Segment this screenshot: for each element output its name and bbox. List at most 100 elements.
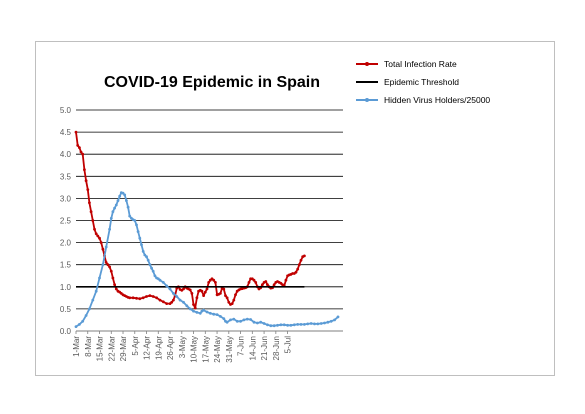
series-0-point xyxy=(294,270,298,274)
x-tick-label: 22-Mar xyxy=(107,336,116,362)
x-tick-label: 26-Apr xyxy=(166,336,175,360)
series-0-point xyxy=(284,278,288,282)
line-chart: COVID-19 Epidemic in Spain 0.0 0.5 1.0 1.5 2.… xyxy=(60,59,491,363)
series-2-point xyxy=(98,276,101,280)
series-0-point xyxy=(296,267,300,271)
series-2-point xyxy=(101,263,105,267)
series-0-point xyxy=(113,283,116,286)
series-0-point xyxy=(207,281,211,284)
series-0-point xyxy=(128,296,132,300)
series-2-point xyxy=(172,292,175,295)
series-0-point xyxy=(252,278,256,282)
series-2-point xyxy=(202,308,206,312)
series-0-point xyxy=(266,283,269,286)
series-0-point xyxy=(272,283,276,286)
series-2-point xyxy=(319,322,323,325)
series-2-point xyxy=(316,322,320,326)
series-2-point xyxy=(185,304,189,308)
series-2-point xyxy=(313,322,316,326)
series-2-point xyxy=(336,315,340,319)
series-0-point xyxy=(172,298,175,302)
series-0-point xyxy=(108,265,111,269)
series-2-point xyxy=(94,289,98,293)
chart-title: COVID-19 Epidemic in Spain xyxy=(104,74,320,91)
series-0-point xyxy=(303,254,306,258)
series-0-point xyxy=(151,295,155,298)
series-2-point xyxy=(272,324,276,328)
chart-frame: COVID-19 Epidemic in Spain 0.0 0.5 1.0 1.5 2.… xyxy=(35,41,555,376)
series-2-point xyxy=(212,312,216,316)
x-tick-label: 7-Jun xyxy=(237,336,246,356)
y-tick-label: 4.0 xyxy=(60,150,72,159)
series-0-point xyxy=(299,258,303,262)
series-0-point xyxy=(96,234,100,238)
series-2-point xyxy=(121,191,125,195)
series-0-point xyxy=(83,168,86,172)
y-tick-label: 1.0 xyxy=(60,283,72,292)
x-tick-label: 8-Mar xyxy=(84,336,93,357)
series-0-point xyxy=(264,280,268,283)
series-0-point xyxy=(190,292,194,295)
series-2-point xyxy=(143,253,147,257)
series-2-point xyxy=(198,311,202,315)
series-2-point xyxy=(306,322,310,326)
x-tick-label: 10-May xyxy=(190,336,199,363)
series-0-point xyxy=(98,236,101,240)
series-2-point xyxy=(104,245,108,249)
series-0-point xyxy=(106,263,110,267)
y-tick-label: 0.0 xyxy=(60,327,72,336)
series-2-point xyxy=(178,298,182,302)
series-2-point xyxy=(229,318,232,322)
series-0-point xyxy=(93,227,96,231)
series-2-point xyxy=(126,205,130,209)
series-2-point xyxy=(249,318,253,321)
series-2-point xyxy=(153,274,157,278)
series-2-point xyxy=(161,281,165,284)
series-0-point xyxy=(99,241,103,245)
series-0-point xyxy=(155,296,158,300)
series-0-point xyxy=(203,290,207,294)
series-2-point xyxy=(276,323,279,327)
series-2-point xyxy=(158,278,162,282)
series-2-point xyxy=(262,322,266,325)
series-0-point xyxy=(182,287,185,291)
series-0-point xyxy=(94,232,98,236)
series-2-point xyxy=(208,311,212,315)
series-0-point xyxy=(81,152,85,156)
series-2-point xyxy=(138,236,142,240)
series-2-point xyxy=(292,323,296,327)
series-0-point xyxy=(234,293,237,297)
x-tick-label: 3-May xyxy=(178,336,187,358)
series-0-point xyxy=(227,300,231,304)
series-2-point xyxy=(81,319,85,323)
series-0-point xyxy=(78,146,81,149)
series-0-point xyxy=(225,296,229,300)
x-tick-label: 19-Apr xyxy=(154,336,163,360)
series-0-point xyxy=(145,295,148,298)
series-0-point xyxy=(138,297,142,301)
series-0-point xyxy=(109,269,113,273)
series-2-point xyxy=(114,203,118,207)
series-0-point xyxy=(88,201,91,205)
series-2-point xyxy=(215,313,219,316)
y-tick-label: 3.0 xyxy=(60,194,72,203)
series-0-point xyxy=(86,188,90,192)
series-2-point xyxy=(136,230,140,234)
series-2-point xyxy=(78,323,81,326)
series-2-point xyxy=(150,266,153,270)
series-0-point xyxy=(131,296,135,300)
x-tick-label: 28-Jun xyxy=(272,336,281,360)
series-2-point xyxy=(256,321,259,325)
series-0-point xyxy=(161,300,165,304)
series-2-point xyxy=(266,323,269,327)
series-2-point xyxy=(123,193,127,197)
series-2-point xyxy=(235,319,239,323)
series-2-point xyxy=(84,314,88,317)
series-2-point xyxy=(116,199,120,203)
series-2-point xyxy=(232,317,236,321)
series-2-point xyxy=(205,310,209,314)
x-tick-label: 14-Jun xyxy=(248,336,257,360)
series-0-point xyxy=(212,278,216,282)
series-2-point xyxy=(91,298,95,302)
series-0-point xyxy=(148,294,152,297)
